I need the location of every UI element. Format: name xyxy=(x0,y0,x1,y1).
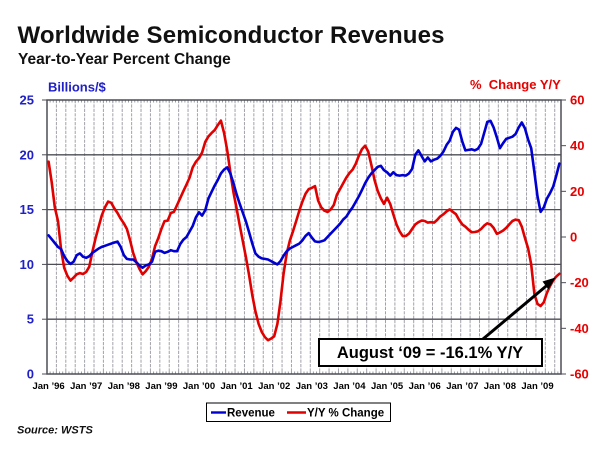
svg-text:60: 60 xyxy=(570,93,584,108)
svg-text:Jan ’06: Jan ’06 xyxy=(409,381,441,392)
svg-text:10: 10 xyxy=(20,257,34,272)
svg-text:-40: -40 xyxy=(570,321,589,336)
svg-text:-60: -60 xyxy=(570,367,589,382)
svg-text:Jan ’02: Jan ’02 xyxy=(258,381,290,392)
svg-text:Jan ’98: Jan ’98 xyxy=(108,381,140,392)
svg-text:Jan ’03: Jan ’03 xyxy=(296,381,328,392)
svg-text:20: 20 xyxy=(570,184,584,199)
svg-text:20: 20 xyxy=(20,147,34,162)
svg-text:Jan ’08: Jan ’08 xyxy=(484,381,516,392)
svg-text:Worldwide Semiconductor Revenu: Worldwide Semiconductor Revenues xyxy=(18,22,445,49)
svg-text:Jan ’01: Jan ’01 xyxy=(220,381,253,392)
svg-text:Jan ’96: Jan ’96 xyxy=(32,381,64,392)
svg-text:Jan ’97: Jan ’97 xyxy=(70,381,102,392)
svg-text:Billions/$: Billions/$ xyxy=(48,80,107,95)
svg-text:Revenue: Revenue xyxy=(227,408,275,420)
svg-text:August ‘09 = -16.1% Y/Y: August ‘09 = -16.1% Y/Y xyxy=(337,344,523,362)
svg-text:Jan ’05: Jan ’05 xyxy=(371,381,404,392)
svg-text:Jan ’07: Jan ’07 xyxy=(446,381,478,392)
svg-text:Jan ’04: Jan ’04 xyxy=(333,381,366,392)
svg-text:15: 15 xyxy=(20,202,34,217)
svg-text:Source: WSTS: Source: WSTS xyxy=(17,425,93,437)
svg-text:0: 0 xyxy=(570,230,577,245)
svg-text:Jan ’00: Jan ’00 xyxy=(183,381,215,392)
svg-text:5: 5 xyxy=(27,312,34,327)
svg-text:% Change Y/Y: % Change Y/Y xyxy=(470,77,561,92)
svg-text:Y/Y % Change: Y/Y % Change xyxy=(307,408,384,420)
svg-text:Jan ’09: Jan ’09 xyxy=(521,381,553,392)
svg-text:40: 40 xyxy=(570,138,584,153)
svg-text:25: 25 xyxy=(20,93,34,108)
svg-text:0: 0 xyxy=(27,367,34,382)
svg-text:Jan ’99: Jan ’99 xyxy=(145,381,177,392)
svg-text:Year-to-Year Percent Change: Year-to-Year Percent Change xyxy=(18,51,231,68)
svg-text:-20: -20 xyxy=(570,275,589,290)
